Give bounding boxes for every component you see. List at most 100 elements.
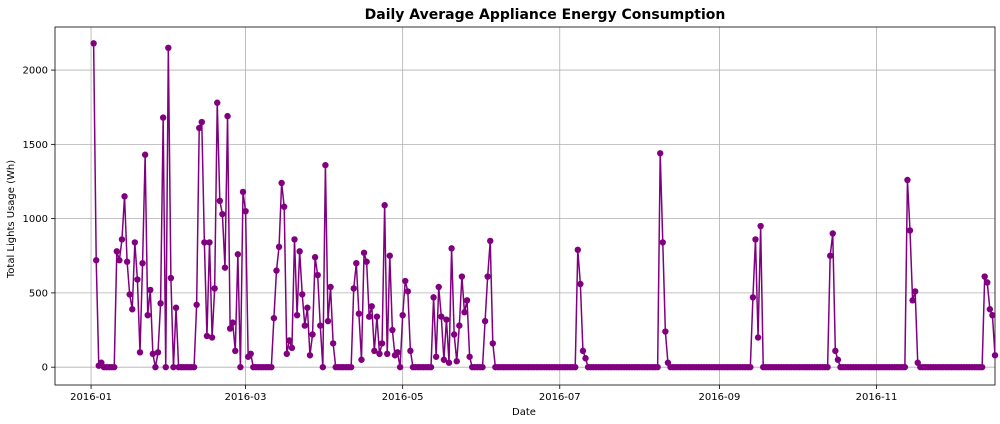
data-point	[317, 322, 324, 329]
data-point	[309, 331, 316, 338]
data-point	[373, 313, 381, 320]
data-point	[314, 271, 321, 279]
data-point	[296, 248, 303, 255]
data-point	[113, 248, 121, 255]
data-point	[270, 314, 278, 322]
data-point	[129, 306, 136, 313]
data-point	[139, 259, 146, 267]
data-point	[749, 294, 757, 301]
plot-frame	[54, 26, 996, 386]
data-point	[834, 356, 842, 363]
data-point	[319, 363, 327, 371]
data-point	[144, 311, 151, 319]
data-point	[306, 352, 314, 359]
data-point	[371, 347, 378, 355]
x-tick-label: 2016-11	[856, 392, 898, 403]
data-point	[201, 239, 208, 246]
data-point	[824, 363, 831, 371]
data-point	[445, 359, 453, 366]
x-tick-label: 2016-05	[382, 392, 424, 403]
data-point	[281, 203, 288, 210]
data-point	[407, 347, 414, 355]
data-point	[165, 44, 172, 51]
data-point	[579, 347, 587, 355]
x-tick-label: 2016-03	[225, 392, 267, 403]
data-point	[662, 328, 669, 335]
data-point	[327, 283, 334, 291]
data-point	[430, 294, 437, 301]
data-point	[111, 363, 118, 371]
data-point	[386, 252, 393, 259]
data-point	[989, 311, 996, 319]
data-point	[463, 297, 471, 304]
data-point	[353, 259, 360, 267]
data-point	[582, 355, 589, 362]
data-point	[93, 257, 100, 264]
data-point	[229, 319, 236, 326]
data-point	[301, 322, 309, 329]
data-point	[901, 363, 909, 371]
data-point	[203, 332, 211, 340]
x-tick-label: 2016-01	[70, 392, 112, 403]
data-point	[234, 251, 242, 258]
data-point	[978, 363, 986, 371]
data-point	[394, 349, 401, 356]
data-point	[118, 236, 126, 243]
data-point	[167, 274, 175, 282]
data-point	[384, 350, 391, 357]
data-point	[657, 150, 664, 157]
data-point	[752, 236, 759, 243]
y-tick-label: 1000	[23, 214, 48, 225]
data-point	[427, 363, 435, 371]
data-point	[360, 249, 368, 256]
data-point	[154, 349, 162, 356]
data-point	[214, 99, 221, 106]
data-point	[443, 316, 450, 323]
data-point	[286, 337, 293, 344]
data-point	[116, 257, 123, 264]
data-point	[324, 317, 332, 325]
data-point	[365, 313, 373, 320]
data-point	[757, 222, 764, 230]
data-point	[152, 363, 159, 371]
data-point	[221, 264, 229, 271]
data-point	[991, 352, 999, 359]
data-point	[224, 112, 231, 120]
data-point	[311, 254, 319, 261]
data-point	[355, 310, 363, 317]
data-point	[126, 291, 133, 298]
data-point	[322, 161, 329, 169]
data-point	[909, 297, 916, 304]
data-point	[747, 363, 754, 371]
series-line	[92, 43, 996, 368]
data-point	[247, 350, 254, 357]
data-point	[659, 239, 666, 246]
data-point	[350, 285, 357, 292]
data-point	[378, 340, 386, 347]
data-point	[381, 202, 388, 209]
data-point	[396, 363, 404, 371]
data-point	[134, 276, 141, 283]
data-point	[211, 285, 218, 292]
data-point	[193, 301, 200, 308]
data-point	[399, 311, 406, 319]
data-point	[906, 227, 914, 234]
x-tick-label: 2016-07	[539, 392, 581, 403]
data-point	[196, 124, 203, 132]
data-point	[456, 322, 463, 329]
x-tick-label: 2016-09	[699, 392, 741, 403]
data-point	[487, 237, 494, 245]
data-point	[981, 273, 988, 280]
data-point	[574, 246, 581, 254]
data-point	[986, 306, 994, 313]
data-point	[329, 340, 337, 347]
data-point	[438, 313, 445, 320]
data-point	[90, 40, 97, 47]
data-point	[283, 350, 290, 357]
y-tick-label: 1500	[23, 140, 48, 151]
data-point	[159, 114, 167, 121]
data-point	[368, 303, 375, 310]
data-point	[291, 236, 298, 243]
data-point	[157, 300, 164, 307]
x-axis: 2016-01 2016-03 2016-05 2016-07 2016-09 2016-…	[70, 385, 897, 403]
